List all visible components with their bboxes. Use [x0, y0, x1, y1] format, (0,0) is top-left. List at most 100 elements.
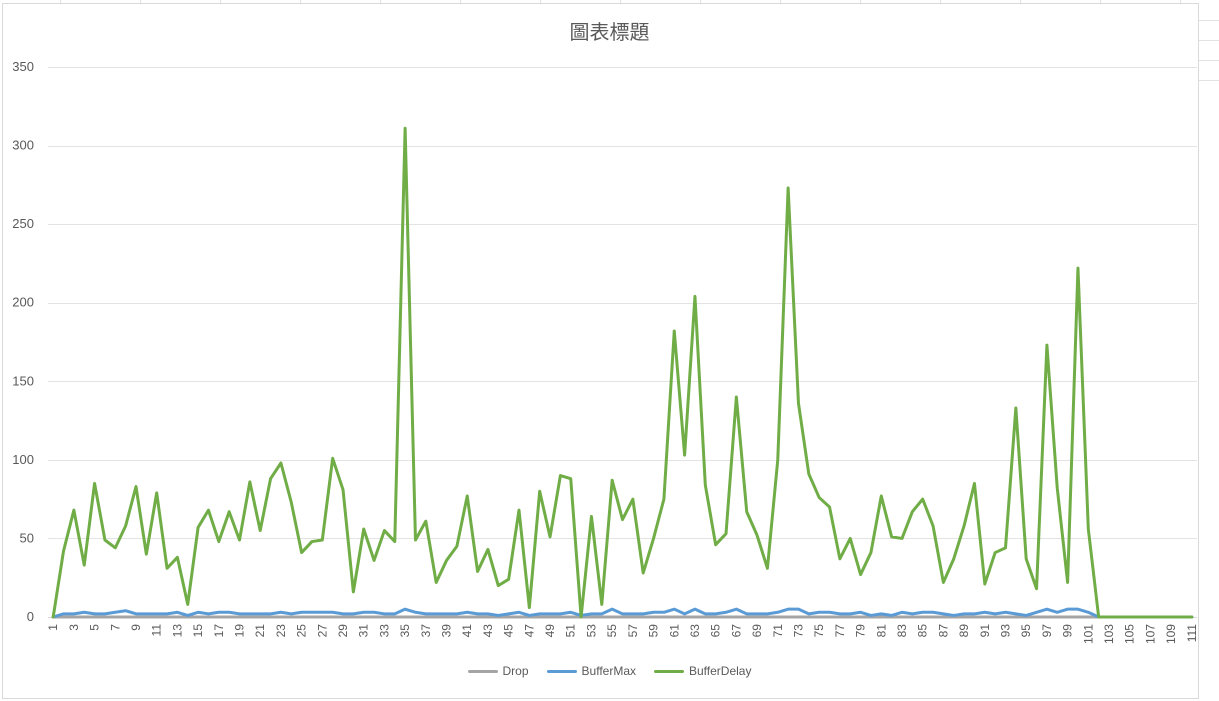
data-point-drop — [611, 616, 614, 619]
data-point-buffermax — [838, 612, 841, 615]
data-point-bufferdelay — [538, 490, 541, 493]
x-tick-label: 21 — [253, 624, 267, 638]
data-point-bufferdelay — [362, 528, 365, 531]
data-point-buffermax — [217, 611, 220, 614]
data-point-bufferdelay — [983, 583, 986, 586]
x-tick-label: 55 — [605, 624, 619, 638]
data-point-drop — [176, 616, 179, 619]
x-tick-label: 61 — [667, 624, 681, 638]
data-point-bufferdelay — [1170, 616, 1173, 619]
data-point-buffermax — [932, 611, 935, 614]
data-point-bufferdelay — [1014, 407, 1017, 410]
data-point-drop — [300, 616, 303, 619]
x-tick-label: 75 — [812, 624, 826, 638]
data-point-drop — [269, 616, 272, 619]
data-point-buffermax — [238, 612, 241, 615]
data-point-buffermax — [818, 611, 821, 614]
x-tick-label: 31 — [357, 624, 371, 638]
data-point-bufferdelay — [321, 539, 324, 542]
data-point-buffermax — [673, 608, 676, 611]
x-tick-label: 87 — [936, 624, 950, 638]
legend-item-drop[interactable]: Drop — [467, 664, 529, 678]
data-point-bufferdelay — [1139, 616, 1142, 619]
data-point-buffermax — [859, 611, 862, 614]
data-point-bufferdelay — [248, 480, 251, 483]
data-point-drop — [590, 616, 593, 619]
data-point-buffermax — [921, 611, 924, 614]
data-point-buffermax — [756, 612, 759, 615]
data-point-bufferdelay — [393, 540, 396, 543]
data-point-bufferdelay — [445, 559, 448, 562]
data-point-buffermax — [1035, 611, 1038, 614]
data-point-bufferdelay — [435, 581, 438, 584]
data-point-bufferdelay — [807, 473, 810, 476]
data-point-buffermax — [652, 611, 655, 614]
data-point-drop — [973, 616, 976, 619]
data-point-bufferdelay — [466, 495, 469, 498]
series-lines — [51, 126, 1194, 619]
data-point-buffermax — [963, 612, 966, 615]
data-point-bufferdelay — [580, 616, 583, 619]
data-point-bufferdelay — [310, 540, 313, 543]
data-point-drop — [517, 616, 520, 619]
data-point-buffermax — [186, 614, 189, 617]
data-point-bufferdelay — [952, 557, 955, 560]
data-point-buffermax — [207, 612, 210, 615]
data-point-bufferdelay — [1025, 557, 1028, 560]
data-point-bufferdelay — [973, 482, 976, 485]
legend-swatch — [467, 669, 498, 673]
data-point-drop — [859, 616, 862, 619]
x-tick-label: 53 — [584, 624, 598, 638]
x-tick-label: 27 — [315, 624, 329, 638]
data-point-bufferdelay — [186, 603, 189, 606]
data-point-bufferdelay — [776, 458, 779, 461]
x-tick-label: 39 — [440, 624, 454, 638]
data-point-bufferdelay — [662, 498, 665, 501]
data-point-buffermax — [942, 612, 945, 615]
data-point-bufferdelay — [1149, 616, 1152, 619]
data-point-buffermax — [890, 614, 893, 617]
data-point-buffermax — [538, 612, 541, 615]
x-axis-labels: 1 3 5 7 9 11 13 15 17 19 21 23 25 27 29 31 33 35 37 39 41 43 4… — [46, 624, 1199, 644]
data-point-drop — [569, 616, 572, 619]
data-point-buffermax — [486, 612, 489, 615]
data-point-bufferdelay — [600, 603, 603, 606]
data-point-bufferdelay — [176, 556, 179, 559]
series-line-buffermax[interactable] — [51, 607, 1194, 619]
x-tick-label: 101 — [1081, 624, 1095, 644]
data-point-buffermax — [735, 608, 738, 611]
x-tick-label: 67 — [729, 624, 743, 638]
data-point-buffermax — [662, 611, 665, 614]
data-point-bufferdelay — [476, 570, 479, 573]
data-point-buffermax — [994, 612, 997, 615]
data-point-bufferdelay — [1180, 616, 1183, 619]
data-point-drop — [942, 616, 945, 619]
data-point-buffermax — [269, 612, 272, 615]
legend-item-bufferdelay[interactable]: BufferDelay — [654, 664, 751, 678]
data-point-buffermax — [383, 612, 386, 615]
x-tick-label: 1 — [46, 624, 60, 631]
data-point-drop — [166, 616, 169, 619]
data-point-drop — [217, 616, 220, 619]
series-line-bufferdelay[interactable] — [51, 126, 1194, 619]
data-point-buffermax — [900, 611, 903, 614]
legend-item-buffermax[interactable]: BufferMax — [546, 664, 636, 678]
x-tick-label: 83 — [895, 624, 909, 638]
data-point-buffermax — [124, 609, 127, 612]
data-point-buffermax — [466, 611, 469, 614]
chart-title[interactable]: 圖表標題 — [569, 20, 650, 44]
data-point-drop — [1004, 616, 1007, 619]
data-point-bufferdelay — [838, 557, 841, 560]
data-point-bufferdelay — [197, 526, 200, 529]
data-point-buffermax — [83, 611, 86, 614]
data-point-buffermax — [807, 612, 810, 615]
y-tick-label: 100 — [12, 452, 34, 467]
data-point-buffermax — [766, 612, 769, 615]
x-tick-label: 33 — [377, 624, 391, 638]
x-tick-label: 49 — [543, 624, 557, 638]
data-point-drop — [642, 616, 645, 619]
data-point-bufferdelay — [1097, 616, 1100, 619]
data-point-buffermax — [373, 611, 376, 614]
data-point-buffermax — [849, 612, 852, 615]
data-point-buffermax — [983, 611, 986, 614]
